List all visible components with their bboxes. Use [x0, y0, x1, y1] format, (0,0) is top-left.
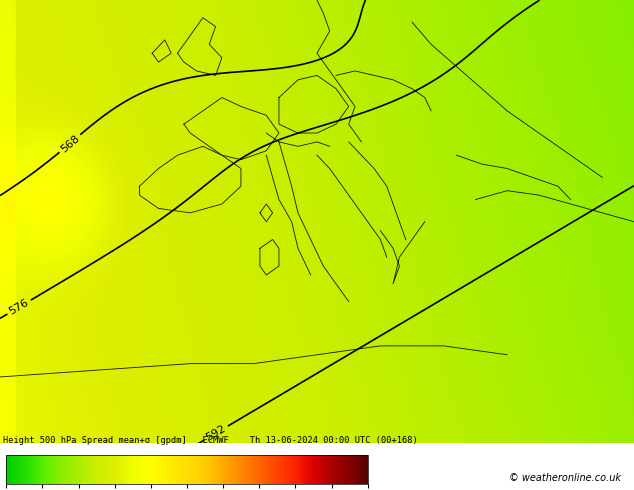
Text: © weatheronline.co.uk: © weatheronline.co.uk — [509, 473, 621, 483]
Text: Height 500 hPa Spread mean+σ [gpdm]   ECMWF    Th 13-06-2024 00:00 UTC (00+168): Height 500 hPa Spread mean+σ [gpdm] ECMW… — [3, 436, 418, 445]
Text: 592: 592 — [204, 423, 228, 443]
Text: 568: 568 — [58, 133, 81, 154]
Text: 576: 576 — [8, 297, 30, 317]
